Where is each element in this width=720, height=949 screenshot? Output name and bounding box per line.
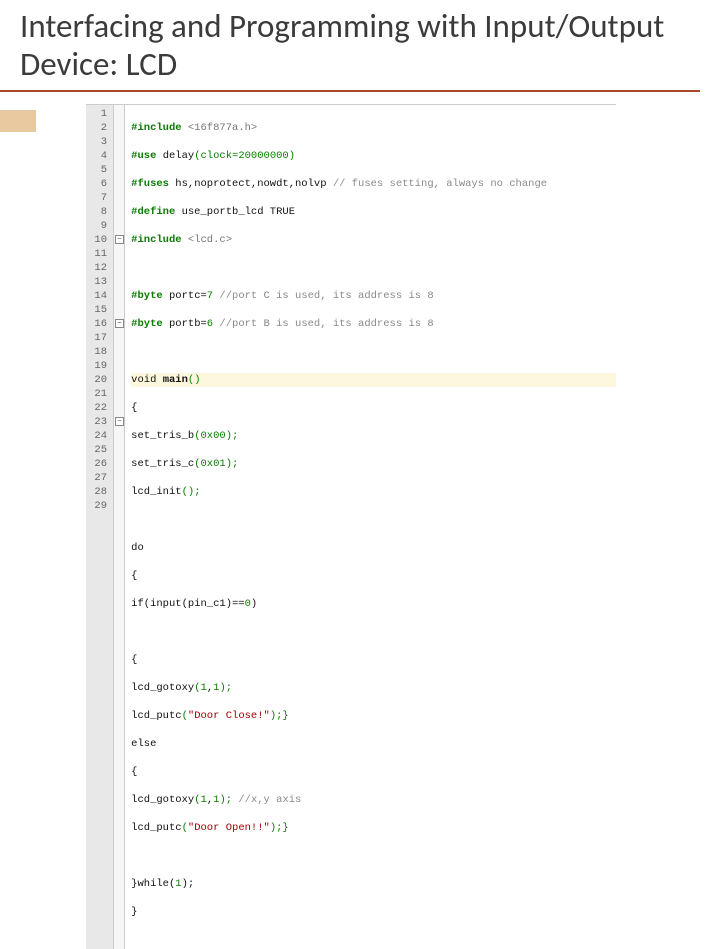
- line-number: 13: [92, 275, 107, 289]
- header: <16f877a.h>: [182, 122, 258, 134]
- line-number: 26: [92, 457, 107, 471]
- comment: //port B is used, its address is 8: [213, 318, 434, 330]
- line-number: 23: [92, 415, 107, 429]
- keyword: do: [131, 542, 144, 554]
- line-number: 5: [92, 163, 107, 177]
- line-number: 10: [92, 233, 107, 247]
- code-text: delay: [156, 150, 194, 162]
- comment: //port C is used, its address is 8: [213, 290, 434, 302]
- fn-call: set_tris_c: [131, 458, 194, 470]
- preproc: #byte: [131, 318, 163, 330]
- line-number: 6: [92, 177, 107, 191]
- line-number: 14: [92, 289, 107, 303]
- line-number-gutter: 1234567891011121314151617181920212223242…: [86, 105, 114, 949]
- number: 0x01: [201, 458, 226, 470]
- line-number: 7: [92, 191, 107, 205]
- slide-title: Interfacing and Programming with Input/O…: [20, 8, 700, 84]
- paren: (): [188, 374, 201, 386]
- code-text: }while(: [131, 878, 175, 890]
- string: "Door Open!!": [188, 822, 270, 834]
- keyword: else: [131, 738, 156, 750]
- string: "Door Close!": [188, 710, 270, 722]
- fn-call: lcd_gotoxy: [131, 682, 194, 694]
- title-underline: [0, 90, 700, 92]
- paren: ): [251, 598, 257, 610]
- line-number: 24: [92, 429, 107, 443]
- preproc: #define: [131, 206, 175, 218]
- title-block: Interfacing and Programming with Input/O…: [0, 0, 720, 86]
- preproc: #fuses: [131, 178, 169, 190]
- fn-call: lcd_init: [131, 486, 181, 498]
- paren: );: [226, 458, 239, 470]
- code-block: 1234567891011121314151617181920212223242…: [86, 104, 616, 949]
- line-number: 4: [92, 149, 107, 163]
- fn-call: lcd_gotoxy: [131, 794, 194, 806]
- line-number: 22: [92, 401, 107, 415]
- line-number: 9: [92, 219, 107, 233]
- line-number: 25: [92, 443, 107, 457]
- line-number: 29: [92, 499, 107, 513]
- line-number: 8: [92, 205, 107, 219]
- preproc: #byte: [131, 290, 163, 302]
- preproc: #include: [131, 122, 181, 134]
- preproc: #include: [131, 234, 181, 246]
- number: 0x00: [201, 430, 226, 442]
- paren: );}: [270, 710, 289, 722]
- fn-name: main: [163, 374, 188, 386]
- brace: }: [131, 906, 137, 918]
- line-number: 18: [92, 345, 107, 359]
- paren: );}: [270, 822, 289, 834]
- line-number: 16: [92, 317, 107, 331]
- fold-toggle-icon[interactable]: −: [115, 235, 124, 244]
- code-content: #include <16f877a.h> #use delay(clock=20…: [125, 105, 616, 949]
- fn-call: lcd_putc: [131, 822, 181, 834]
- number: 20000000: [238, 150, 288, 162]
- code-text: hs,noprotect,nowdt,nolvp: [169, 178, 333, 190]
- code-text: portb=: [163, 318, 207, 330]
- line-number: 11: [92, 247, 107, 261]
- line-number: 27: [92, 471, 107, 485]
- line-number: 19: [92, 359, 107, 373]
- paren: );: [219, 682, 232, 694]
- line-number: 17: [92, 331, 107, 345]
- line-number: 3: [92, 135, 107, 149]
- paren: ): [289, 150, 295, 162]
- line-number: 1: [92, 107, 107, 121]
- fold-toggle-icon[interactable]: −: [115, 417, 124, 426]
- header: <lcd.c>: [182, 234, 232, 246]
- fn-call: lcd_putc: [131, 710, 181, 722]
- line-number: 2: [92, 121, 107, 135]
- code-text: void: [131, 374, 163, 386]
- accent-bar: [0, 110, 36, 132]
- keyword: if: [131, 598, 144, 610]
- line-number: 21: [92, 387, 107, 401]
- brace: {: [131, 654, 137, 666]
- brace: {: [131, 570, 137, 582]
- brace: {: [131, 402, 137, 414]
- line-number: 12: [92, 261, 107, 275]
- line-number: 28: [92, 485, 107, 499]
- paren: );: [219, 794, 238, 806]
- code-text: portc=: [163, 290, 207, 302]
- paren: (clock=: [194, 150, 238, 162]
- paren: ();: [182, 486, 201, 498]
- paren: );: [182, 878, 195, 890]
- comment: // fuses setting, always no change: [333, 178, 547, 190]
- fold-toggle-icon[interactable]: −: [115, 319, 124, 328]
- brace: {: [131, 766, 137, 778]
- preproc: #use: [131, 150, 156, 162]
- line-number: 20: [92, 373, 107, 387]
- paren: );: [226, 430, 239, 442]
- code-text: (input(pin_c1)==: [144, 598, 245, 610]
- fn-call: set_tris_b: [131, 430, 194, 442]
- code-text: use_portb_lcd TRUE: [175, 206, 295, 218]
- fold-column: − − −: [114, 105, 125, 949]
- comment: //x,y axis: [238, 794, 301, 806]
- line-number: 15: [92, 303, 107, 317]
